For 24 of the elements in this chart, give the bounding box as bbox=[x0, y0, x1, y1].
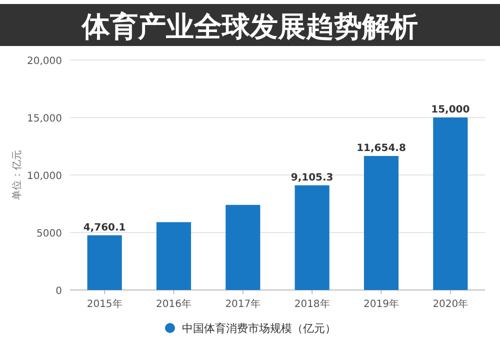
chart-title: 体育产业全球发展趋势解析 bbox=[81, 10, 418, 43]
legend-label: 中国体育消费市场规模（亿元） bbox=[182, 322, 336, 335]
x-tick-label: 2019年 bbox=[364, 298, 399, 310]
x-tick-label: 2020年 bbox=[432, 298, 468, 310]
y-tick-label: 20,000 bbox=[27, 56, 62, 67]
bar bbox=[294, 185, 330, 290]
data-label: 11,654.8 bbox=[356, 142, 406, 154]
bar bbox=[87, 235, 122, 290]
y-tick-label: 0 bbox=[56, 286, 62, 297]
y-axis-title: 单位：亿元 bbox=[11, 150, 23, 200]
data-label: 4,760.1 bbox=[83, 222, 126, 234]
y-tick-label: 5000 bbox=[36, 228, 62, 240]
bar bbox=[226, 204, 260, 290]
x-tick-label: 2018年 bbox=[294, 298, 330, 310]
data-label: 15,000 bbox=[431, 104, 470, 116]
x-tick-label: 2017年 bbox=[225, 298, 261, 310]
bar bbox=[433, 118, 468, 290]
x-tick-label: 2015年 bbox=[86, 298, 122, 310]
bar bbox=[364, 156, 399, 290]
bar bbox=[156, 222, 192, 290]
y-tick-label: 10,000 bbox=[27, 171, 62, 182]
data-label: 9,105.3 bbox=[290, 172, 334, 184]
x-tick-label: 2016年 bbox=[156, 298, 192, 310]
y-tick-label: 15,000 bbox=[27, 114, 62, 124]
